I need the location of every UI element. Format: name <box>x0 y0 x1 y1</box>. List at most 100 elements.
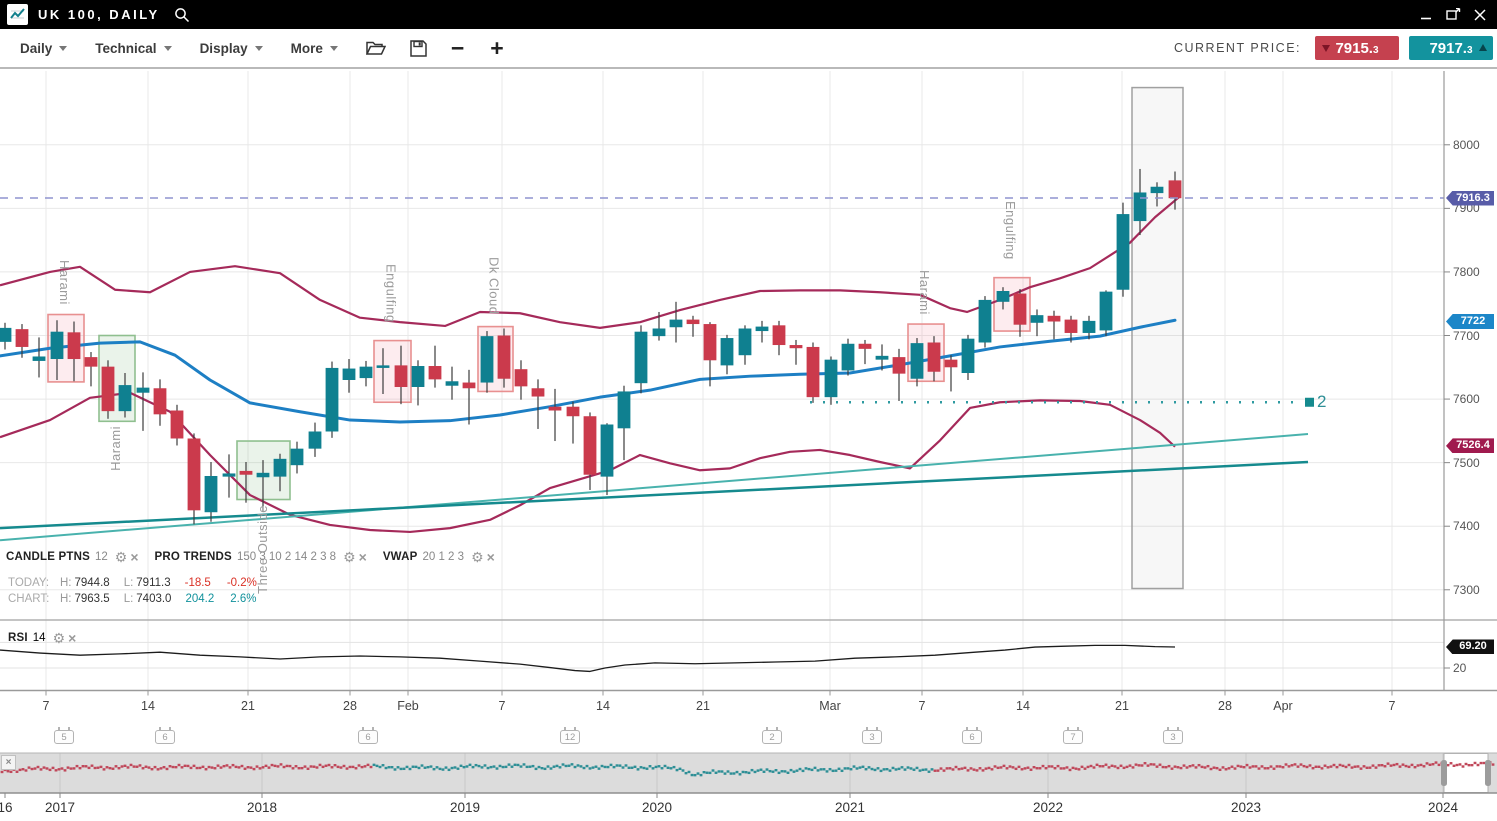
navigator-handle-left[interactable] <box>1441 760 1447 786</box>
date-axis-label: 21 <box>696 699 710 713</box>
menu-daily[interactable]: Daily <box>12 37 75 60</box>
pattern-label: Dk Cloud <box>486 257 502 315</box>
year-axis-label: 2022 <box>1032 800 1064 815</box>
navigator-close-button[interactable]: × <box>1 755 16 770</box>
calendar-event-icon[interactable]: 2 <box>762 727 782 744</box>
calendar-event-icon[interactable]: 5 <box>54 727 74 744</box>
highlight-region <box>1131 86 1184 590</box>
candle-body <box>136 387 150 393</box>
chart-toolbar: Daily Technical Display More − + CURRENT… <box>0 29 1497 69</box>
candle-body <box>927 342 941 372</box>
candle-body <box>961 338 975 374</box>
price-axis-label: 7600 <box>1453 392 1480 407</box>
date-axis-label: 14 <box>596 699 610 713</box>
year-axis-label: 16 <box>0 800 13 815</box>
low-label: L: <box>123 577 134 589</box>
calendar-event-icon[interactable]: 3 <box>1163 727 1183 744</box>
candle-body <box>669 319 683 328</box>
sell-price-button[interactable]: 7915.3 <box>1315 36 1399 60</box>
candle-body <box>772 325 786 346</box>
candle-body <box>548 406 562 411</box>
date-axis-label: 28 <box>343 699 357 713</box>
remove-indicator-icon[interactable]: × <box>358 549 367 565</box>
navigator-selection[interactable] <box>1443 753 1489 793</box>
menu-more[interactable]: More <box>283 37 346 60</box>
candle-patterns-params: 12 <box>94 551 108 563</box>
candle-body <box>359 366 373 379</box>
date-axis-label: 7 <box>42 699 50 713</box>
price-axis-label: 7300 <box>1453 582 1480 597</box>
price-badge: 7526.4 <box>1446 438 1494 454</box>
calendar-event-icon[interactable]: 12 <box>560 727 580 744</box>
zoom-in-button[interactable]: + <box>484 37 509 60</box>
price-axis-label: 8000 <box>1453 137 1480 152</box>
candle-body <box>1030 315 1044 323</box>
vwap-marker[interactable] <box>1305 397 1314 407</box>
year-axis-label: 2020 <box>641 800 673 815</box>
high-label: H: <box>60 593 72 605</box>
gear-icon[interactable]: ⚙ <box>52 630 66 646</box>
candle-body <box>652 328 666 337</box>
candle-body <box>600 424 614 477</box>
menu-technical-label: Technical <box>95 40 157 56</box>
popout-button[interactable] <box>1444 6 1462 24</box>
year-axis-label: 2018 <box>246 800 278 815</box>
candle-body <box>239 470 253 475</box>
vwap-label: VWAP <box>382 551 418 563</box>
candle-body <box>789 345 803 349</box>
menu-technical[interactable]: Technical <box>87 37 179 60</box>
candle-body <box>978 299 992 343</box>
save-chart-button[interactable] <box>406 36 431 61</box>
candle-body <box>944 359 958 368</box>
buy-price-button[interactable]: 7917.3 <box>1409 36 1493 60</box>
caret-down-icon <box>254 45 263 51</box>
caret-down-icon <box>329 45 338 51</box>
price-axis-label: 7500 <box>1453 455 1480 470</box>
today-change-value: -18.5 <box>184 577 211 589</box>
calendar-event-icon[interactable]: 6 <box>962 727 982 744</box>
calendar-event-icon[interactable]: 6 <box>155 727 175 744</box>
candle-body <box>755 326 769 332</box>
candle-body <box>497 335 511 379</box>
price-chart[interactable]: Harami Harami Three Outside Engulfing Dk Clo… <box>0 69 1497 821</box>
today-stats-row: TODAY: H: 7944.8 L: 7911.3 -18.5 -0.2% <box>8 577 273 589</box>
menu-display[interactable]: Display <box>192 37 271 60</box>
candle-body <box>50 331 64 360</box>
calendar-event-icon[interactable]: 6 <box>358 727 378 744</box>
candle-body <box>1047 315 1061 322</box>
candle-body <box>617 391 631 429</box>
candle-body <box>1013 293 1027 325</box>
remove-indicator-icon[interactable]: × <box>486 549 495 565</box>
navigator-series <box>0 761 1495 777</box>
close-button[interactable] <box>1471 6 1489 24</box>
pro-trends-label: PRO TRENDS <box>154 551 232 563</box>
gear-icon[interactable]: ⚙ <box>343 549 356 565</box>
remove-indicator-icon[interactable]: × <box>68 630 77 646</box>
remove-indicator-icon[interactable]: × <box>130 549 139 565</box>
search-icon[interactable] <box>174 7 190 23</box>
candle-body <box>153 388 167 415</box>
calendar-event-icon[interactable]: 7 <box>1063 727 1083 744</box>
candle-body <box>32 356 46 361</box>
navigator-handle-right[interactable] <box>1485 760 1491 786</box>
gear-icon[interactable]: ⚙ <box>114 549 128 565</box>
calendar-event-icon[interactable]: 3 <box>862 727 882 744</box>
zoom-out-button[interactable]: − <box>445 37 470 60</box>
trend-line <box>0 460 1309 530</box>
candle-body <box>187 438 201 511</box>
date-axis-label: Apr <box>1273 699 1293 713</box>
date-axis-label: 7 <box>918 699 926 713</box>
candle-patterns-label: CANDLE PTNS <box>6 551 90 563</box>
candle-body <box>1082 320 1096 333</box>
chart-canvas[interactable] <box>0 69 1497 821</box>
chart-high-value: 7963.5 <box>74 593 110 605</box>
candle-body <box>428 366 442 380</box>
date-axis-label: 21 <box>1115 699 1129 713</box>
gear-icon[interactable]: ⚙ <box>471 549 484 565</box>
pattern-label: Engulfing <box>383 263 399 323</box>
open-chart-button[interactable] <box>362 36 390 60</box>
date-axis-label: Feb <box>397 699 419 713</box>
minimize-button[interactable] <box>1417 6 1435 24</box>
price-badge: 7722 <box>1446 314 1494 330</box>
trend-line <box>0 433 1309 542</box>
